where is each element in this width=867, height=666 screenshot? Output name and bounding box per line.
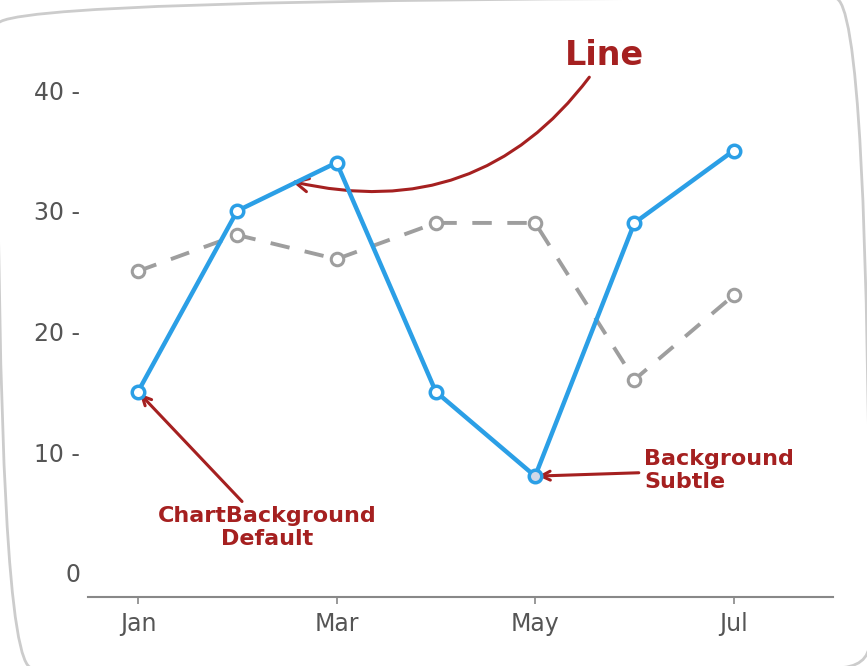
Text: Line: Line <box>295 39 644 192</box>
Text: Background
Subtle: Background Subtle <box>541 448 794 492</box>
Text: ChartBackground
Default: ChartBackground Default <box>142 396 376 549</box>
